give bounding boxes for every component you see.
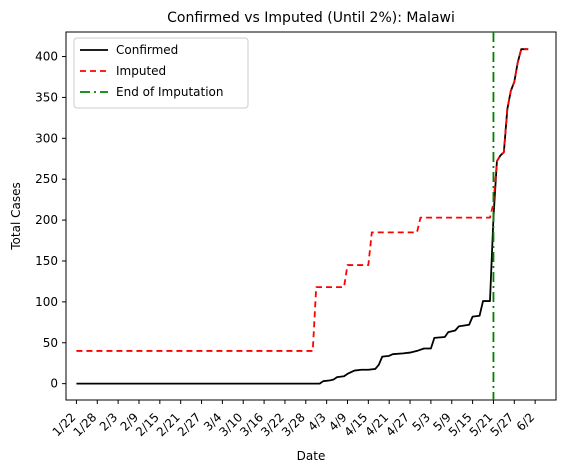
x-tick-label: 3/28	[279, 410, 308, 439]
y-tick-label: 350	[35, 90, 58, 104]
x-tick-label: 4/27	[383, 410, 412, 439]
y-tick-label: 250	[35, 172, 58, 186]
series-layer	[76, 32, 529, 400]
y-tick-label: 0	[50, 377, 58, 391]
x-tick-label: 1/28	[70, 410, 99, 439]
x-tick-label: 2/3	[97, 410, 121, 434]
y-axis-label: Total Cases	[9, 182, 23, 250]
chart-title: Confirmed vs Imputed (Until 2%): Malawi	[167, 10, 455, 26]
x-tick-label: 2/27	[175, 410, 204, 439]
y-tick-label: 200	[35, 213, 58, 227]
x-tick-label: 4/3	[305, 410, 329, 434]
x-tick-label: 6/2	[514, 410, 538, 434]
legend-item-confirmed: Confirmed	[80, 43, 178, 57]
y-tick-label: 300	[35, 131, 58, 145]
y-tick-label: 100	[35, 295, 58, 309]
legend-label-confirmed: Confirmed	[116, 43, 178, 57]
y-tick-label: 50	[43, 336, 58, 350]
series-line-imputed	[76, 48, 529, 352]
legend: Confirmed Imputed End of Imputation	[73, 37, 249, 109]
x-axis-label: Date	[297, 449, 326, 463]
legend-item-imputed: Imputed	[80, 64, 166, 78]
y-tick-label: 150	[35, 254, 58, 268]
series-line-confirmed	[76, 48, 529, 385]
legend-label-imputed: Imputed	[116, 64, 166, 78]
y-tick-label: 400	[35, 50, 58, 64]
x-tick-label: 5/27	[487, 410, 516, 439]
legend-label-end-of-imputation: End of Imputation	[116, 85, 224, 99]
legend-item-end-of-imputation: End of Imputation	[80, 85, 224, 99]
legend-box	[73, 37, 249, 109]
x-tick-label: 5/3	[409, 410, 433, 434]
y-axis-ticks: 0 50 100 150 200 250 300 350 400	[35, 50, 66, 391]
x-axis-ticks: 1/221/282/32/92/152/212/273/43/103/163/2…	[50, 400, 538, 439]
